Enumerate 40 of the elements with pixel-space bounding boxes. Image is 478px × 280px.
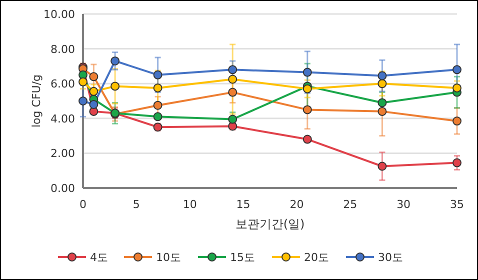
point <box>302 68 312 77</box>
x-tick-label: 0 <box>80 198 86 211</box>
y-tick-label: 4.00 <box>50 112 75 126</box>
point <box>302 134 312 144</box>
point <box>452 65 462 74</box>
point <box>89 100 98 109</box>
legend-label: 10도 <box>156 251 181 264</box>
point <box>89 72 98 82</box>
point <box>452 158 462 168</box>
point <box>452 116 462 126</box>
x-tick-label: 5 <box>132 198 140 211</box>
y-tick-label: 8.00 <box>50 42 75 56</box>
point <box>78 96 88 106</box>
point <box>228 65 238 74</box>
legend-label: 30도 <box>378 251 403 264</box>
legend-label: 15도 <box>230 251 255 264</box>
x-tick-label: 10 <box>182 198 197 211</box>
point <box>89 86 98 96</box>
x-tick-label: 30 <box>396 198 411 211</box>
x-tick-label: 35 <box>450 198 464 211</box>
x-tick-label: 25 <box>343 198 358 211</box>
point <box>452 83 462 92</box>
x-tick-label: 20 <box>290 198 304 211</box>
point <box>110 56 120 66</box>
x-axis-title: 보관기간(일) <box>235 217 305 231</box>
point <box>153 100 162 110</box>
y-tick-label: 10.00 <box>44 8 75 21</box>
point <box>378 106 387 116</box>
point <box>228 88 238 97</box>
y-tick-label: 6.00 <box>50 78 75 91</box>
point <box>110 82 120 91</box>
point <box>378 98 387 108</box>
y-tick-label: 0.00 <box>50 182 75 195</box>
x-tick-label: 15 <box>236 198 250 211</box>
legend-label: 4도 <box>90 251 108 264</box>
point <box>302 105 312 114</box>
point <box>378 162 387 171</box>
y-tick-label: 2.00 <box>50 147 75 160</box>
y-axis-title: log CFU/g <box>30 74 43 128</box>
legend-label: 20도 <box>304 251 329 264</box>
